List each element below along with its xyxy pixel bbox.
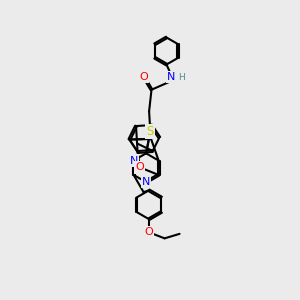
- Text: O: O: [145, 227, 153, 237]
- Text: N: N: [167, 72, 175, 82]
- Text: O: O: [140, 72, 148, 82]
- Text: O: O: [136, 162, 144, 172]
- Text: H: H: [178, 73, 185, 82]
- Text: N: N: [142, 177, 150, 187]
- Text: S: S: [147, 125, 154, 138]
- Text: N: N: [129, 155, 138, 166]
